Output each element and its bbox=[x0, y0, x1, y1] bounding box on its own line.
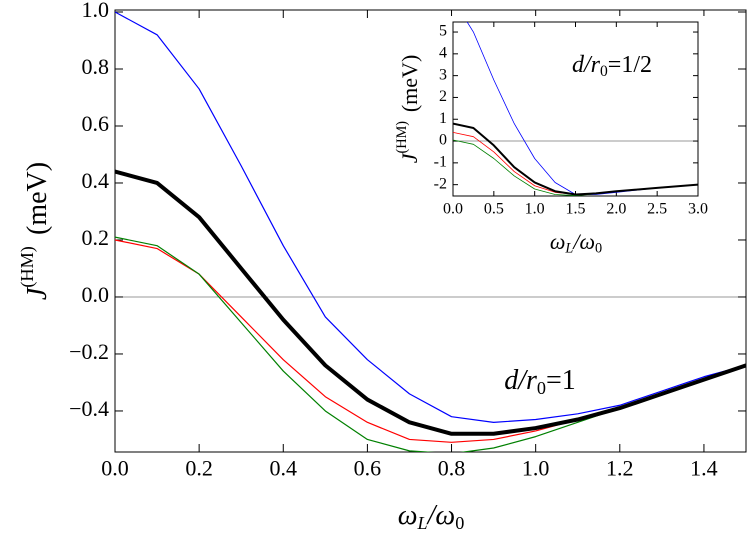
x-tick-label: 0.8 bbox=[438, 456, 466, 481]
lines bbox=[115, 11, 746, 452]
y-tick-label: 1 bbox=[439, 110, 447, 127]
y-axis-label: J(HM) (meV) bbox=[17, 162, 53, 300]
y-tick-label: 0.2 bbox=[82, 225, 110, 250]
annotation-part: 0 bbox=[600, 63, 608, 80]
x-axis-label-part: /ω bbox=[426, 500, 456, 531]
y-tick-label: −0.4 bbox=[69, 396, 109, 421]
y-axis-label: J(HM) (meV) bbox=[394, 55, 422, 164]
x-tick-label: 2.0 bbox=[606, 200, 626, 217]
y-tick-label: 0.8 bbox=[82, 54, 110, 79]
x-tick-label: 1.0 bbox=[525, 200, 545, 217]
y-tick-label: 0.6 bbox=[82, 111, 110, 136]
x-axis-label-part: /ω bbox=[571, 229, 595, 254]
x-axis-label: ωL/ω0 bbox=[398, 500, 465, 533]
y-tick-label: -2 bbox=[434, 175, 447, 192]
x-axis-label-part: ω bbox=[550, 229, 566, 254]
y-tick-label: 4 bbox=[439, 45, 447, 62]
x-axis-label-part: ω bbox=[398, 500, 418, 531]
y-tick-label: 5 bbox=[439, 23, 447, 40]
x-tick-label: 1.2 bbox=[606, 456, 634, 481]
annotation-part: =1/2 bbox=[608, 52, 652, 78]
x-tick-label: 0.6 bbox=[354, 456, 382, 481]
y-tick-label: 2 bbox=[439, 88, 447, 105]
x-tick-label: 0.4 bbox=[270, 456, 298, 481]
y-axis-label-part: (meV) bbox=[22, 162, 53, 235]
y-tick-label: 1.0 bbox=[82, 0, 110, 22]
series-line bbox=[115, 169, 746, 436]
plot-0: 0.0 0.2 0.4 0.6 0.8 1.0 1.2 1.4 −0.4 −0.2 0.0 0.2 0.… bbox=[17, 0, 747, 533]
annotation-part: d/r bbox=[572, 52, 601, 78]
x-tick-label: 2.5 bbox=[647, 200, 667, 217]
x-tick-label: 0.2 bbox=[185, 456, 213, 481]
y-axis-label-part: J bbox=[397, 152, 422, 163]
series-line bbox=[453, 122, 698, 196]
y-axis-label-part: (HM) bbox=[394, 121, 410, 154]
inset-background bbox=[395, 16, 707, 271]
annotation-part: 0 bbox=[537, 378, 546, 398]
y-tick-label: 0 bbox=[439, 132, 447, 149]
x-axis-label-part: 0 bbox=[455, 513, 464, 533]
x-tick-label: 0.0 bbox=[101, 456, 129, 481]
y-axis-label-part: (HM) bbox=[17, 246, 38, 287]
x-tick-label: 3.0 bbox=[688, 200, 708, 217]
x-axis-label-part: L bbox=[417, 513, 428, 533]
y-tick-label: 0.4 bbox=[82, 168, 110, 193]
annotation-part: d/r bbox=[504, 365, 537, 396]
annotation-part: =1 bbox=[546, 365, 576, 396]
y-tick-label: 3 bbox=[439, 66, 447, 83]
series-line bbox=[115, 11, 746, 423]
annotation: d/r0=1/2 bbox=[572, 52, 652, 80]
y-tick-label: -1 bbox=[434, 154, 447, 171]
x-tick-label: 0.5 bbox=[484, 200, 504, 217]
plot-1: 0.0 0.5 1.0 1.5 2.0 2.5 3.0-2-1012345ωL/ω0J(HM… bbox=[394, 16, 708, 271]
x-tick-label: 1.0 bbox=[522, 456, 550, 481]
y-tick-label: −0.2 bbox=[69, 339, 109, 364]
x-axis-label-part: 0 bbox=[595, 241, 602, 257]
x-tick-label: 1.5 bbox=[566, 200, 586, 217]
y-axis-label-part: J bbox=[22, 286, 53, 300]
x-tick-label: 0.0 bbox=[443, 200, 463, 217]
annotation: d/r0=1 bbox=[504, 365, 576, 398]
x-axis-label-part: L bbox=[564, 241, 573, 257]
x-axis-label: ωL/ω0 bbox=[550, 229, 602, 257]
y-axis-label-part: (meV) bbox=[397, 55, 422, 112]
y-tick-label: 0.0 bbox=[82, 282, 110, 307]
x-tick-label: 1.4 bbox=[690, 456, 718, 481]
lines bbox=[453, 22, 698, 196]
